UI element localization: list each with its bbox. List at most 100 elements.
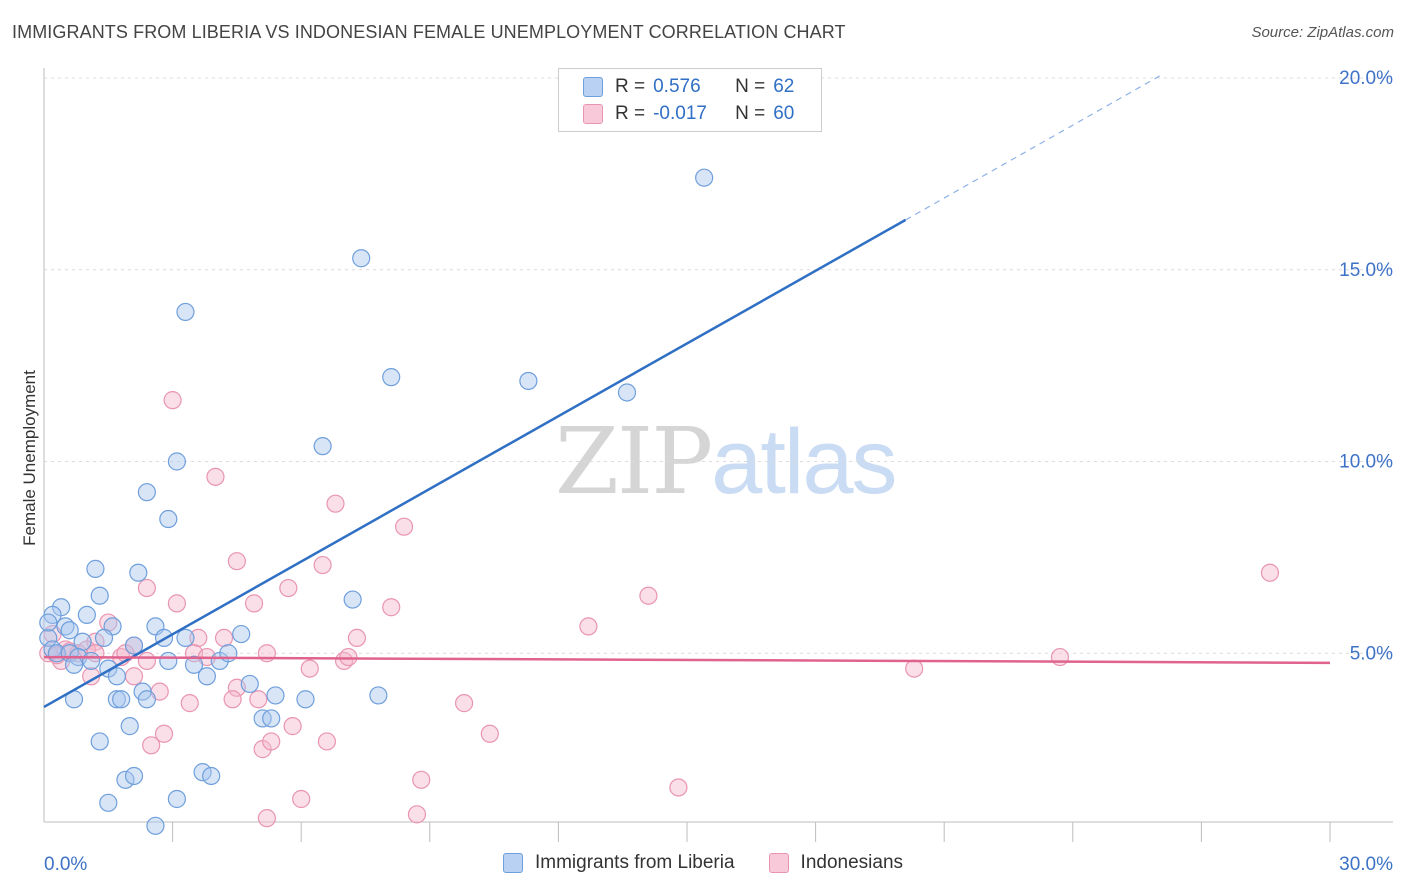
indonesians-point — [347, 628, 367, 648]
liberia-points — [39, 168, 714, 835]
indonesians-point — [206, 467, 225, 486]
indonesians-point — [154, 724, 174, 743]
indonesians-point — [454, 694, 474, 713]
indonesians-point — [1260, 563, 1280, 582]
liberia-point — [90, 732, 109, 751]
indonesians-point — [579, 617, 598, 636]
liberia-point — [382, 368, 401, 387]
liberia-point — [146, 816, 165, 835]
indonesians-point — [279, 578, 298, 598]
tick-labels: 5.0% 10.0% 15.0% 20.0% 0.0% 30.0% — [44, 68, 1393, 875]
legend-r-label: R = — [615, 103, 646, 124]
indonesians-point — [137, 651, 156, 671]
indonesians-point — [339, 647, 358, 667]
indonesians-point — [317, 732, 337, 751]
liberia-point — [39, 613, 58, 632]
liberia-point — [219, 644, 238, 663]
legend-row-liberia: R = 0.576 N = 62 — [583, 75, 794, 99]
indonesians-point — [292, 789, 311, 809]
liberia-point — [124, 766, 144, 786]
indonesians-point — [639, 586, 658, 605]
liberia-point — [343, 590, 362, 609]
liberia-point — [116, 770, 135, 789]
series-swatch-blue — [502, 853, 523, 873]
indonesians-point — [223, 690, 242, 709]
liberia-point — [197, 667, 216, 686]
liberia-point — [86, 559, 105, 578]
indonesians-points — [39, 391, 1280, 828]
series-legend-liberia: Immigrants from Liberia — [502, 852, 735, 874]
liberia-point — [193, 763, 212, 782]
indonesians-point — [262, 732, 281, 751]
liberia-point — [176, 302, 195, 322]
stats-legend: R = 0.576 N = 62 R = -0.017 N = 60 — [558, 68, 822, 132]
liberia-trend-line — [43, 218, 907, 709]
indonesians-point — [407, 805, 427, 824]
indonesians-point — [669, 778, 688, 797]
liberia-point — [60, 621, 79, 640]
series-legend-indonesians: Indonesians — [768, 852, 904, 874]
legend-r-value: -0.017 — [653, 103, 707, 124]
indonesians-point — [313, 555, 332, 575]
liberia-point — [695, 168, 714, 187]
liberia-point — [617, 383, 637, 402]
liberia-point — [137, 690, 156, 709]
legend-r-value: 0.576 — [653, 76, 701, 97]
chart-title: IMMIGRANTS FROM LIBERIA VS INDONESIAN FE… — [12, 22, 846, 42]
indonesians-trend-line — [43, 655, 1331, 665]
liberia-point — [159, 509, 178, 529]
liberia-point — [352, 249, 371, 268]
liberia-point — [112, 690, 131, 709]
y-tick-label: 15.0% — [1339, 260, 1393, 281]
liberia-point — [519, 371, 538, 391]
grid-lines — [44, 77, 1393, 654]
series-legend: Immigrants from Liberia Indonesians — [0, 852, 1406, 874]
liberia-point — [120, 717, 139, 736]
indonesians-point — [382, 598, 401, 617]
legend-r-label: R = — [615, 76, 646, 97]
legend-n-value: 60 — [773, 103, 795, 124]
series-name-indonesians: Indonesians — [800, 852, 904, 873]
liberia-point — [124, 636, 144, 655]
indonesians-point — [180, 694, 199, 713]
legend-n-value: 62 — [773, 76, 795, 97]
y-tick-label: 10.0% — [1339, 452, 1393, 473]
series-swatch-pink — [768, 853, 789, 873]
liberia-point — [64, 655, 84, 674]
indonesians-point — [124, 667, 144, 686]
series-name-liberia: Immigrants from Liberia — [534, 852, 735, 873]
x-tick-label-max: 30.0% — [1339, 854, 1393, 875]
liberia-point — [167, 789, 186, 809]
liberia-point — [107, 690, 126, 709]
indonesians-point — [326, 494, 345, 513]
indonesians-point — [480, 724, 499, 743]
liberia-point — [369, 686, 388, 705]
indonesians-point — [300, 659, 319, 678]
indonesians-point — [905, 659, 924, 678]
liberia-point — [129, 563, 148, 582]
trend-lines — [43, 73, 1331, 709]
indonesians-point — [394, 517, 414, 536]
liberia-point — [240, 674, 259, 694]
liberia-point — [266, 686, 285, 705]
indonesians-point — [227, 552, 246, 571]
legend-n-label: N = — [735, 76, 766, 97]
liberia-point — [107, 667, 126, 686]
indonesians-point — [142, 736, 161, 755]
indonesians-point — [214, 628, 234, 648]
watermark-atlas: atlas — [711, 411, 897, 513]
legend-swatch-pink — [583, 104, 603, 124]
indonesians-point — [249, 690, 268, 709]
legend-n-label: N = — [735, 103, 766, 124]
liberia-point — [77, 605, 96, 625]
indonesians-point — [257, 809, 277, 828]
liberia-point — [39, 628, 58, 648]
liberia-point — [90, 586, 109, 605]
x-tick-label-min: 0.0% — [44, 854, 87, 875]
liberia-point — [184, 655, 204, 674]
liberia-point — [232, 624, 251, 644]
y-tick-label: 5.0% — [1350, 643, 1393, 664]
liberia-point — [99, 793, 118, 812]
source-label: Source: ZipAtlas.com — [1251, 24, 1394, 41]
